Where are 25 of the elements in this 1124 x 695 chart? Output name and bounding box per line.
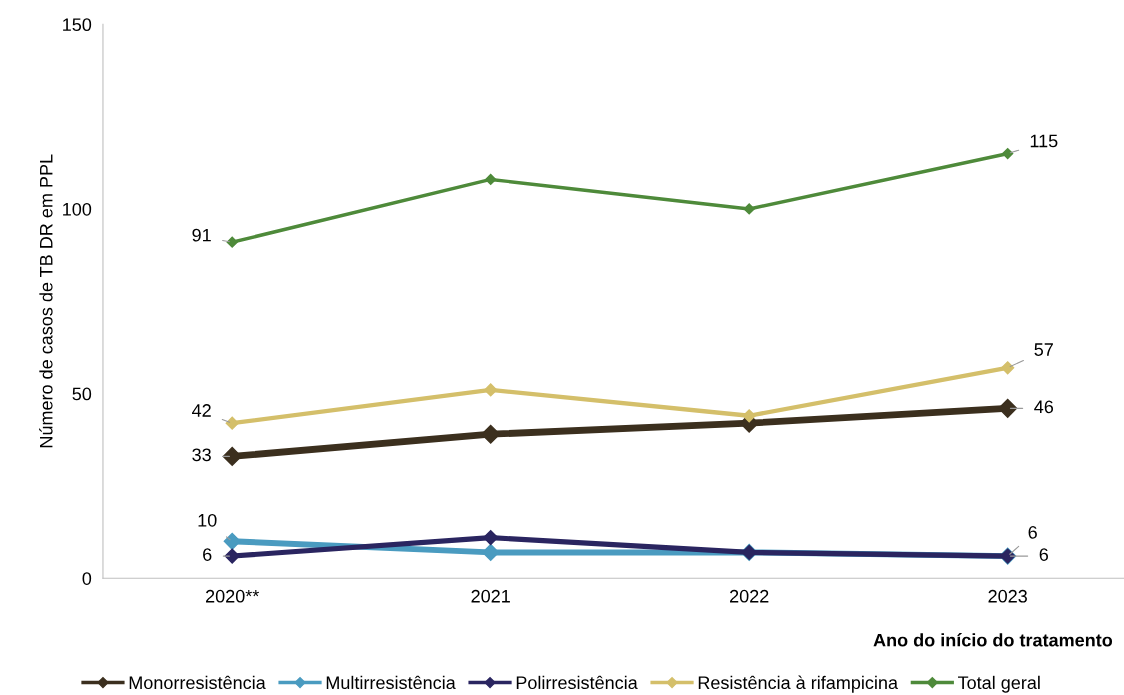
legend-label: Multirresistência (326, 675, 456, 690)
data-label: 6 (1039, 548, 1049, 561)
y-tick-label: 50 (72, 387, 92, 401)
x-axis-title: Ano do início do tratamento (873, 633, 1113, 647)
y-tick-label: 0 (82, 572, 92, 585)
x-tick-label: 2022 (730, 589, 769, 603)
data-label: 10 (198, 513, 217, 527)
y-axis-title: Número de casos de TB DR em PPL (39, 154, 53, 448)
data-label: 91 (192, 228, 211, 242)
data-label: 33 (192, 448, 211, 462)
data-label: 6 (203, 548, 212, 561)
data-label: 115 (1030, 134, 1058, 148)
data-label: 42 (192, 404, 211, 417)
legend-label: Monorresistência (129, 675, 266, 690)
legend-label: Resistência à rifampicina (698, 675, 899, 693)
data-label: 6 (1028, 525, 1037, 539)
x-tick-label: 2023 (988, 589, 1027, 603)
data-label: 46 (1034, 400, 1054, 414)
data-label: 57 (1034, 343, 1053, 356)
y-tick-label: 100 (63, 202, 92, 216)
x-tick-label: 2021 (471, 589, 510, 603)
legend-label: Polirresistência (516, 675, 638, 690)
y-tick-label: 150 (63, 18, 92, 32)
legend-label: Total geral (958, 675, 1040, 693)
x-tick-label: 2020** (206, 589, 260, 603)
